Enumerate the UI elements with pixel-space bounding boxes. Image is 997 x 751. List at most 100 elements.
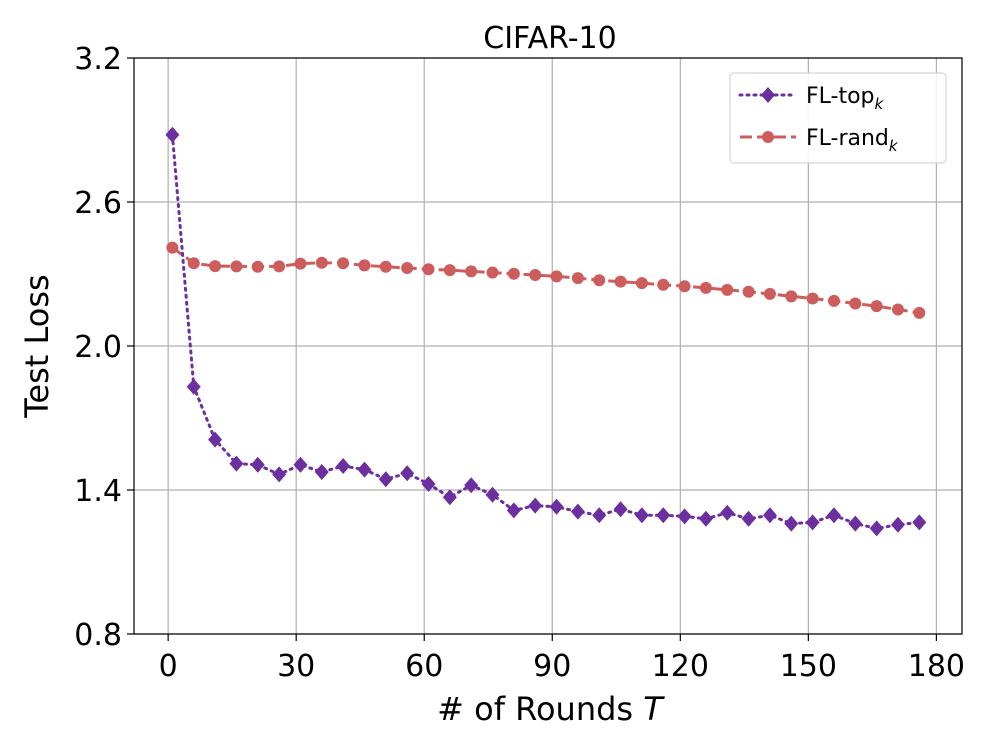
x-axis-label: # of Rounds T [437, 690, 665, 728]
data-point [721, 283, 734, 296]
data-point [442, 489, 457, 506]
data-point [827, 294, 840, 307]
data-point [400, 465, 415, 482]
data-point [422, 263, 435, 276]
data-point [762, 507, 777, 524]
data-point [785, 290, 798, 303]
data-point [208, 431, 223, 448]
legend-label-fl-topk: FL-topk [806, 84, 885, 113]
data-point [634, 507, 649, 524]
x-tick-label: 120 [652, 649, 709, 684]
data-point [657, 278, 670, 291]
y-tick-label: 2.0 [74, 330, 122, 365]
series-fl-randk [166, 241, 926, 319]
legend-marker-circle [762, 131, 774, 143]
x-tick-label: 90 [533, 649, 571, 684]
data-point [698, 510, 713, 527]
x-tick-label: 150 [780, 649, 837, 684]
data-point [913, 306, 926, 319]
data-point [186, 378, 201, 395]
legend-label-fl-randk-subscript: k [889, 137, 899, 155]
y-tick-label: 3.2 [74, 42, 122, 77]
data-point [614, 275, 627, 288]
data-point [379, 260, 392, 273]
legend-label-fl-randk: FL-randk [806, 126, 899, 155]
data-point [166, 241, 179, 254]
data-point [507, 267, 520, 280]
data-point [293, 456, 308, 473]
data-point [784, 515, 799, 532]
x-tick-label: 60 [405, 649, 443, 684]
data-point [506, 502, 521, 519]
data-point [401, 262, 414, 274]
data-point [826, 507, 841, 524]
x-axis-label-text: # of Rounds [437, 690, 633, 728]
data-point [358, 259, 371, 272]
data-point [229, 455, 244, 472]
y-axis-label: Test Loss [18, 274, 56, 418]
data-point [571, 272, 584, 285]
data-point [549, 498, 564, 515]
data-point [485, 486, 500, 503]
data-point [315, 256, 328, 269]
data-point [165, 126, 180, 143]
data-point [529, 268, 542, 281]
axis-ticks: 0 30 60 90 120 150 180 0.8 1.4 2.0 2.6 3.2 [74, 42, 965, 684]
data-point [272, 466, 287, 483]
data-point [464, 477, 479, 494]
data-point [890, 516, 905, 533]
data-point [763, 287, 776, 300]
y-tick-label: 2.6 [74, 186, 122, 221]
x-axis-label-var: T [643, 690, 665, 728]
data-point [635, 277, 648, 290]
data-point [656, 507, 671, 524]
data-point [378, 471, 393, 488]
legend-marker-diamond [761, 87, 775, 103]
data-point [443, 264, 456, 277]
legend: FL-topk FL-randk [729, 72, 947, 164]
x-tick-label: 0 [159, 649, 178, 684]
data-point [336, 458, 351, 474]
data-point [592, 507, 607, 524]
data-point [250, 456, 265, 473]
series-group [165, 126, 927, 537]
data-point [699, 281, 712, 294]
data-point [294, 257, 307, 270]
legend-entry-fl-randk: FL-randk [740, 126, 899, 155]
data-point [912, 514, 927, 531]
series-fl-topk [165, 126, 927, 537]
data-point [570, 503, 585, 520]
legend-label-fl-topk-name: FL-top [806, 84, 875, 109]
data-point [849, 297, 862, 310]
y-tick-label: 1.4 [74, 474, 122, 509]
legend-label-fl-topk-subscript: k [875, 95, 885, 113]
data-point [869, 520, 884, 537]
x-tick-label: 180 [908, 649, 965, 684]
x-tick-label: 30 [277, 649, 315, 684]
legend-entry-fl-topk: FL-topk [738, 84, 885, 113]
data-point [209, 260, 222, 273]
data-point [357, 461, 372, 478]
data-point [613, 501, 628, 518]
data-point [677, 508, 692, 525]
data-point [465, 265, 478, 278]
data-point [230, 260, 243, 273]
data-point [593, 274, 606, 287]
data-point [550, 270, 563, 283]
data-point [742, 285, 755, 298]
data-point [891, 303, 904, 316]
data-point [741, 510, 756, 527]
data-point [486, 266, 499, 279]
data-point [806, 292, 819, 305]
data-point [720, 504, 735, 521]
data-point [421, 476, 436, 492]
data-point [678, 280, 691, 293]
data-point [805, 514, 820, 531]
y-tick-label: 0.8 [74, 618, 122, 653]
data-point [314, 464, 329, 480]
data-point [273, 260, 286, 273]
data-point [337, 257, 350, 270]
data-point [528, 497, 543, 514]
